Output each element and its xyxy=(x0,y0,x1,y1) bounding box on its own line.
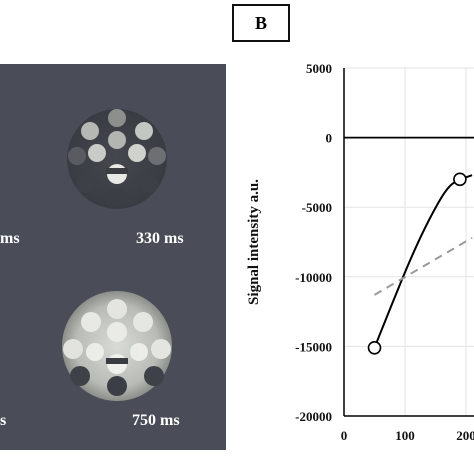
data-point-marker xyxy=(453,172,467,187)
inversion-time-label-750: 750 ms xyxy=(132,412,180,429)
inversion-time-label-left-top: ms xyxy=(0,230,20,247)
y-tick-label: -15000 xyxy=(295,339,332,354)
phantom-bottom xyxy=(62,291,172,401)
x-tick-label: 200 xyxy=(456,428,474,443)
mri-image-panel: ms 330 ms s 750 ms xyxy=(0,64,226,450)
phantom-images xyxy=(62,109,172,401)
y-tick-label: -10000 xyxy=(295,270,332,285)
series-line-dashed xyxy=(373,236,473,296)
y-tick-label: -20000 xyxy=(295,409,332,424)
axes xyxy=(343,68,474,417)
x-tick-label: 0 xyxy=(341,428,348,443)
phantom-top xyxy=(67,109,167,209)
series-line-solid xyxy=(373,174,473,349)
series-layer xyxy=(367,172,473,355)
data-point-marker xyxy=(367,340,382,355)
panel-label-box: B xyxy=(232,4,290,42)
y-tick-label: 5000 xyxy=(306,61,332,76)
grid-lines xyxy=(344,67,474,417)
y-tick-label: 0 xyxy=(326,131,333,146)
inversion-time-label-left-bottom: s xyxy=(0,412,7,429)
y-tick-label: -5000 xyxy=(302,200,332,215)
x-tick-label: 100 xyxy=(395,428,415,443)
inversion-time-label-330: 330 ms xyxy=(136,230,184,247)
panel-label: B xyxy=(254,12,267,33)
y-axis-label: Signal intensity a.u. xyxy=(246,179,262,305)
tick-labels: 5000 0 -5000 -10000 -15000 -20000 0 100 200 xyxy=(295,61,474,443)
